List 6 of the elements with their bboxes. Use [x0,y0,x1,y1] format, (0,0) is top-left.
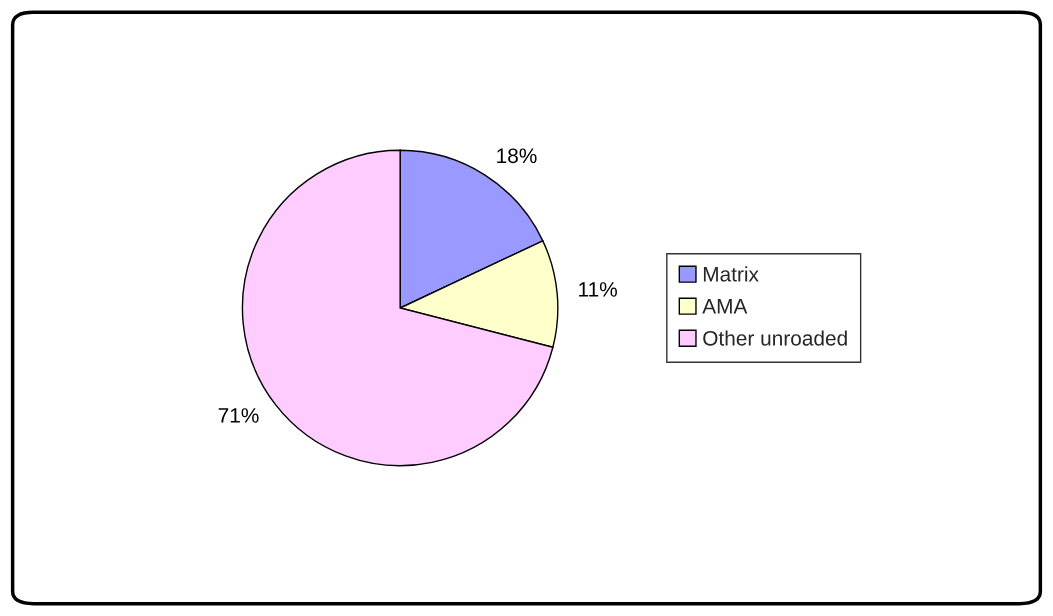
legend-label: Matrix [703,266,759,282]
data-label: 18% [497,148,537,164]
data-label: 71% [218,408,259,423]
legend-label: Other unroaded [703,330,847,346]
data-label: 11% [579,282,617,297]
legend-label: AMA [702,299,748,314]
